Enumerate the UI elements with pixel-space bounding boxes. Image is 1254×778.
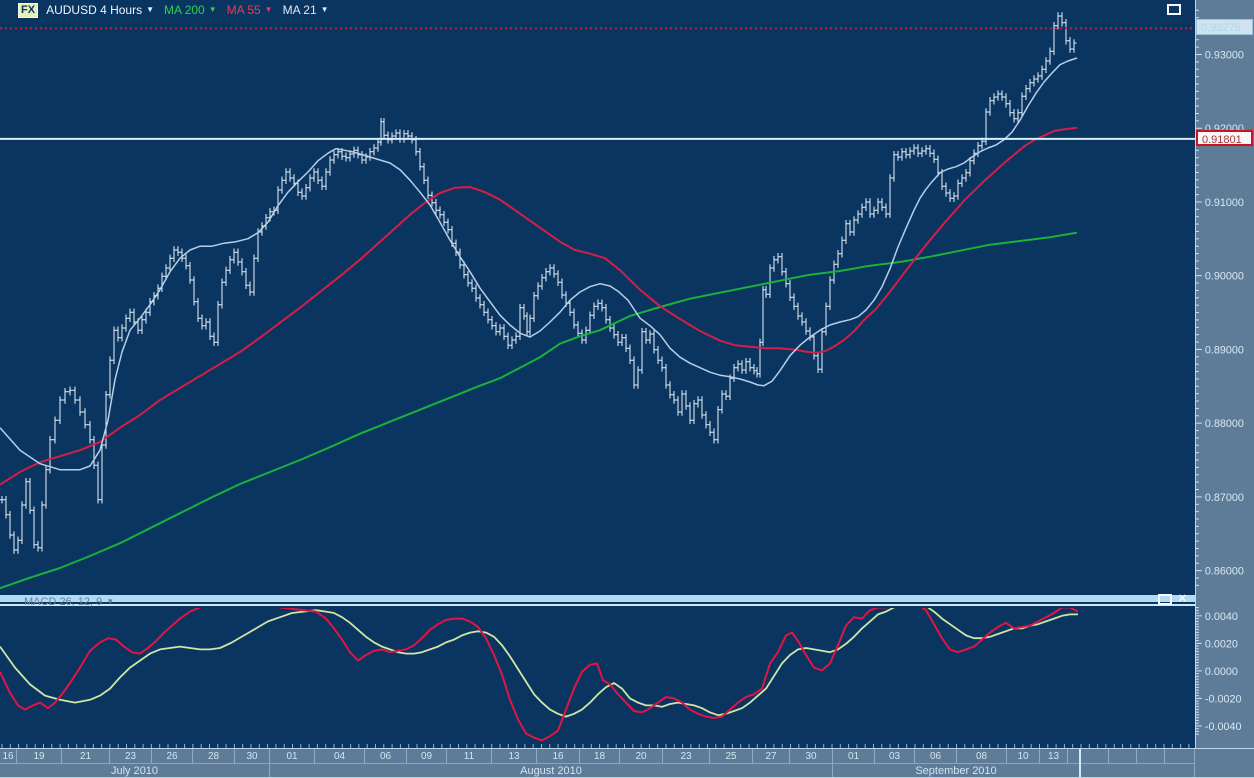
restore-window-icon[interactable] [1167, 4, 1181, 15]
price-axis[interactable]: 0.930000.920000.910000.900000.890000.880… [1195, 0, 1254, 748]
price-axis-label: 0.93000 [1205, 49, 1244, 61]
price-axis-label: 0.87000 [1205, 492, 1244, 504]
ma21-label: MA 21 [282, 3, 317, 17]
day-tick-cell: 13 [1040, 749, 1068, 763]
day-tick-cell: 23 [663, 749, 710, 763]
macd-axis-label: -0.0040 [1205, 721, 1242, 733]
ma55-dropdown[interactable]: MA 55 ▼ [225, 3, 275, 17]
restore-panel-icon[interactable] [1157, 594, 1172, 605]
symbol-dropdown[interactable]: AUDUSD 4 Hours ▼ [44, 3, 156, 17]
chevron-down-icon: ▼ [106, 597, 115, 606]
day-tick-cell: 27 [753, 749, 790, 763]
series-end-line [1079, 749, 1081, 778]
month-tick-cell: September 2010 [833, 764, 1080, 778]
divider-line [0, 604, 1195, 606]
chevron-down-icon: ▼ [264, 5, 273, 14]
day-tick-cell [1165, 749, 1195, 763]
day-tick-cell: 09 [407, 749, 447, 763]
chart-area[interactable]: FX AUDUSD 4 Hours ▼ MA 200 ▼ MA 55 ▼ MA … [0, 0, 1195, 748]
ma21-line [0, 57, 1078, 471]
time-minor-ticks [1, 744, 1190, 748]
price-axis-label: 0.91000 [1205, 197, 1244, 209]
day-tick-cell: 01 [270, 749, 315, 763]
day-tick-cell: 04 [315, 749, 365, 763]
macd-axis-label: 0.0020 [1205, 638, 1238, 650]
price-axis-label: 0.88000 [1205, 418, 1244, 430]
day-tick-cell: 06 [365, 749, 407, 763]
day-tick-cell: 23 [110, 749, 152, 763]
day-tick-cell: 10 [1007, 749, 1040, 763]
price-chart-svg[interactable] [0, 0, 1195, 595]
symbol-label: AUDUSD 4 Hours [46, 3, 143, 17]
day-tick-cell: 16 [537, 749, 580, 763]
day-tick-cell: 20 [620, 749, 663, 763]
price-axis-label: 0.90000 [1205, 271, 1244, 283]
day-tick-cell: 30 [790, 749, 833, 763]
chart-header: FX AUDUSD 4 Hours ▼ MA 200 ▼ MA 55 ▼ MA … [18, 2, 331, 18]
macd-chart-svg[interactable] [0, 606, 1195, 748]
day-tick-row: 16 19 21 23 26 28 30 01 04 06 09 11 13 16 18 20 23 25 27 30… [0, 749, 1195, 763]
day-tick-cell: 01 [833, 749, 875, 763]
fx-logo-icon: FX [18, 2, 39, 18]
month-tick-cell [1080, 764, 1195, 778]
current-price-marker: 0.93275 [1196, 19, 1253, 35]
divider-band[interactable] [0, 595, 1195, 602]
day-tick-cell: 08 [957, 749, 1007, 763]
close-icon[interactable]: ✕ [1177, 593, 1187, 605]
ma55-label: MA 55 [226, 3, 261, 17]
macd-label: MACD 26, 12, 9 [24, 596, 103, 608]
price-axis-label: 0.86000 [1205, 566, 1244, 578]
day-tick-cell: 30 [235, 749, 270, 763]
price-axis-label: 0.89000 [1205, 344, 1244, 356]
ma200-dropdown[interactable]: MA 200 ▼ [162, 3, 219, 17]
day-tick-cell [1080, 749, 1109, 763]
date-axis[interactable]: 16 19 21 23 26 28 30 01 04 06 09 11 13 16 18 20 23 25 27 30… [0, 748, 1254, 778]
day-tick-cell: 26 [152, 749, 193, 763]
macd-signal-line [0, 606, 1078, 718]
day-tick-cell: 19 [17, 749, 62, 763]
macd-line [0, 606, 1079, 742]
macd-axis-label: 0.0000 [1205, 666, 1238, 678]
day-tick-cell: 28 [193, 749, 235, 763]
ma200-label: MA 200 [164, 3, 205, 17]
day-tick-cell: 21 [62, 749, 110, 763]
macd-axis-label: -0.0020 [1205, 693, 1242, 705]
day-tick-cell: 11 [447, 749, 492, 763]
macd-axis-label: 0.0040 [1205, 611, 1238, 623]
day-tick-cell [1137, 749, 1165, 763]
order-level-marker: 0.91801 [1196, 130, 1253, 146]
day-tick-cell: 18 [580, 749, 620, 763]
day-tick-cell: 03 [875, 749, 915, 763]
day-tick-cell: 25 [710, 749, 753, 763]
day-tick-cell: 13 [492, 749, 537, 763]
price-bars [0, 12, 1077, 554]
month-tick-cell: August 2010 [270, 764, 833, 778]
chevron-down-icon: ▼ [146, 5, 155, 14]
chevron-down-icon: ▼ [320, 5, 329, 14]
month-tick-row: July 2010 August 2010 September 2010 [0, 763, 1195, 778]
month-tick-cell: July 2010 [0, 764, 270, 778]
ma200-line [0, 231, 1078, 590]
chevron-down-icon: ▼ [208, 5, 217, 14]
day-tick-cell: 16 [0, 749, 17, 763]
ma21-dropdown[interactable]: MA 21 ▼ [281, 3, 331, 17]
ma55-line [0, 126, 1078, 486]
day-tick-cell [1109, 749, 1137, 763]
day-tick-cell: 06 [915, 749, 957, 763]
panel-divider[interactable]: MACD 26, 12, 9 ▼ ✕ [0, 593, 1195, 608]
macd-indicator-dropdown[interactable]: MACD 26, 12, 9 ▼ [24, 596, 114, 608]
